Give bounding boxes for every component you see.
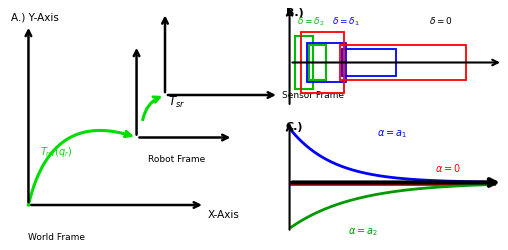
Text: $\alpha=a_2$: $\alpha=a_2$ [348,226,377,238]
Bar [307,43,346,82]
Text: $\delta=\delta_1$: $\delta=\delta_1$ [332,16,360,28]
Text: $\delta=\delta_2$: $\delta=\delta_2$ [297,16,325,28]
Bar [342,49,396,76]
Text: C.): C.) [285,122,303,132]
Text: $\alpha=0$: $\alpha=0$ [435,162,461,174]
Text: X-Axis: X-Axis [208,210,240,220]
Text: A.) Y-Axis: A.) Y-Axis [11,12,59,22]
Bar [301,32,344,94]
Text: $T_{rw}(q_r)$: $T_{rw}(q_r)$ [40,145,73,159]
Text: $\delta=0$: $\delta=0$ [429,16,453,26]
Bar [309,45,327,80]
Text: Robot Frame: Robot Frame [148,156,205,164]
Bar [295,36,313,89]
Text: World Frame: World Frame [28,233,85,242]
Bar [340,45,466,80]
Text: B.): B.) [285,8,303,18]
Text: $T_{sr}$: $T_{sr}$ [168,95,185,110]
Text: $\alpha=a_1$: $\alpha=a_1$ [377,129,407,140]
Text: Sensor Frame: Sensor Frame [281,90,343,100]
